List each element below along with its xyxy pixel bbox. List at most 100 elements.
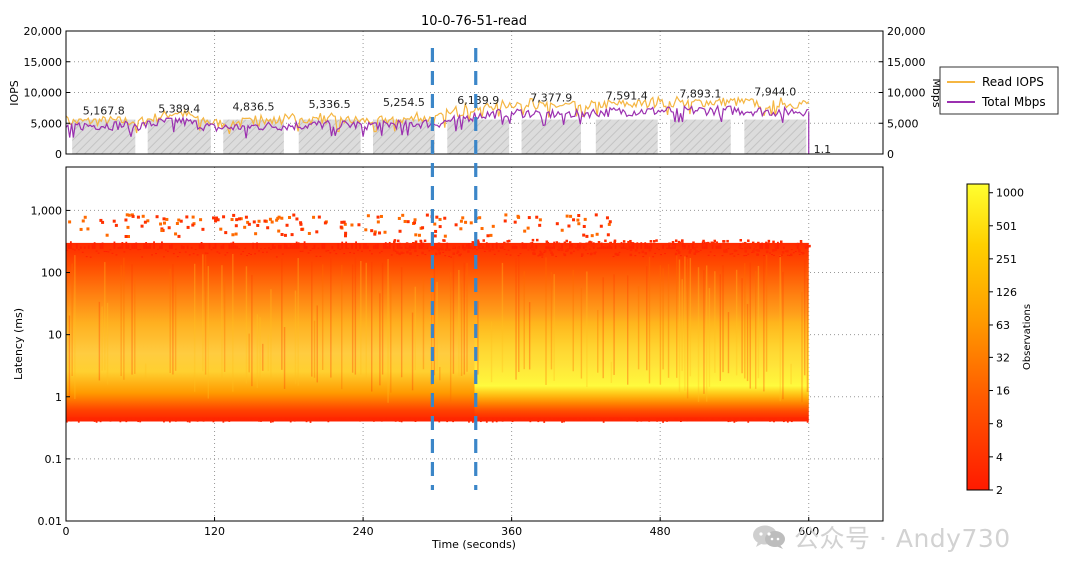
heatmap-edge-point: [664, 417, 666, 421]
heatmap-streak: [458, 269, 460, 376]
heatmap-edge-point: [103, 417, 106, 420]
heatmap-edge-point: [232, 417, 235, 419]
heatmap-edge-point: [553, 241, 556, 249]
heatmap-edge-point: [545, 417, 548, 419]
heatmap-streak: [400, 267, 403, 378]
time-axis-label: Time (seconds): [431, 538, 516, 551]
latency-outlier-point: [747, 243, 751, 247]
latency-outlier-point: [478, 216, 482, 220]
latency-outlier-point: [444, 248, 448, 251]
heatmap-edge-point: [634, 417, 637, 422]
heatmap-edge-point: [192, 417, 195, 419]
latency-outlier-point: [629, 242, 633, 245]
heatmap-streak: [439, 366, 441, 381]
heatmap-edge-point: [218, 252, 221, 254]
latency-outlier-point: [577, 222, 581, 226]
latency-outlier-point: [528, 246, 531, 249]
latency-outlier-point: [379, 214, 383, 218]
heatmap-edge-point: [170, 417, 173, 422]
heatmap-edge-point: [371, 253, 373, 255]
heatmap-edge-point: [545, 246, 548, 249]
latency-outlier-point: [538, 253, 542, 257]
heatmap-edge-point: [511, 417, 514, 423]
latency-outlier-point: [738, 245, 741, 249]
heatmap-edge-point: [806, 244, 809, 249]
heatmap-streak: [477, 301, 479, 375]
heatmap-edge-point: [365, 243, 367, 249]
latency-outlier-point: [503, 241, 506, 245]
latency-outlier-point: [710, 241, 714, 245]
latency-outlier-point: [557, 248, 561, 251]
heatmap-edge-point: [759, 417, 762, 421]
heatmap-edge-point: [662, 417, 664, 423]
heatmap-edge-point: [612, 256, 615, 258]
heatmap-edge-point: [117, 246, 120, 249]
heatmap-edge-point: [555, 255, 558, 257]
latency-outlier-point: [434, 252, 438, 256]
heatmap-edge-point: [105, 417, 108, 419]
colorbar-ticks: 2 4 8 16 32 63 126 251 501 1000: [989, 187, 1024, 497]
heatmap-streak: [613, 274, 615, 375]
heatmap-edge-point: [357, 249, 359, 251]
latency-outlier-point: [452, 245, 456, 248]
heatmap-edge-point: [319, 417, 322, 421]
latency-outlier-point: [373, 232, 377, 236]
latency-outlier-point: [503, 219, 507, 223]
heatmap-edge-point: [174, 417, 177, 422]
heatmap-edge-point: [192, 253, 195, 255]
heatmap-edge-point: [89, 256, 92, 258]
heatmap-edge-point: [588, 417, 591, 420]
heatmap-edge-point: [281, 417, 284, 419]
latency-outlier-point: [458, 253, 461, 257]
heatmap-streak: [676, 253, 678, 378]
latency-outlier-point: [535, 215, 539, 219]
mbps-y-tick-label: 20,000: [887, 25, 926, 38]
heatmap-edge-point: [472, 248, 474, 250]
heatmap-streak: [169, 268, 171, 373]
heatmap-edge-point: [628, 244, 631, 249]
heatmap-edge-point: [622, 417, 625, 419]
heatmap-streak: [390, 277, 392, 393]
heatmap-streak: [422, 276, 425, 370]
latency-y-tick-label: 0.1: [45, 453, 63, 466]
heatmap-edge-point: [281, 253, 284, 255]
heatmap-edge-point: [297, 417, 300, 421]
latency-outlier-point: [702, 244, 706, 247]
latency-outlier-point: [616, 253, 620, 256]
latency-outlier-point: [565, 239, 569, 243]
heatmap-edge-point: [440, 417, 443, 419]
heatmap-edge-point: [497, 417, 500, 419]
heatmap-edge-point: [794, 250, 797, 252]
heatmap-edge-point: [600, 417, 603, 420]
heatmap-streak: [71, 263, 73, 376]
heatmap-edge-point: [434, 417, 437, 419]
latency-outlier-point: [280, 233, 284, 237]
heatmap-edge-point: [99, 243, 102, 249]
heatmap-edge-point: [723, 251, 726, 253]
heatmap-edge-point: [127, 417, 130, 419]
heatmap-edge-point: [713, 255, 716, 257]
colorbar-gradient: [966, 183, 990, 491]
heatmap-edge-point: [672, 417, 674, 419]
heatmap-edge-point: [256, 417, 258, 419]
latency-outlier-point: [231, 233, 235, 237]
heatmap-edge-point: [75, 417, 78, 419]
heatmap-edge-point: [559, 417, 561, 420]
latency-outlier-point: [280, 216, 284, 220]
latency-outlier-point: [523, 229, 527, 233]
heatmap-edge-point: [196, 417, 199, 422]
latency-outlier-point: [582, 243, 586, 247]
latency-outlier-point: [689, 249, 692, 252]
heatmap-edge-point: [345, 417, 348, 419]
heatmap-edge-point: [477, 417, 480, 419]
latency-outlier-point: [454, 223, 458, 227]
heatmap-edge-point: [557, 417, 559, 420]
latency-outlier-point: [409, 252, 412, 255]
heatmap-edge-point: [180, 245, 183, 249]
heatmap-edge-point: [119, 417, 122, 423]
heatmap-edge-point: [380, 250, 383, 252]
heatmap-edge-point: [741, 248, 744, 250]
heatmap-edge-point: [679, 255, 682, 257]
latency-outlier-point: [435, 215, 439, 219]
latency-outlier-point: [622, 240, 626, 243]
